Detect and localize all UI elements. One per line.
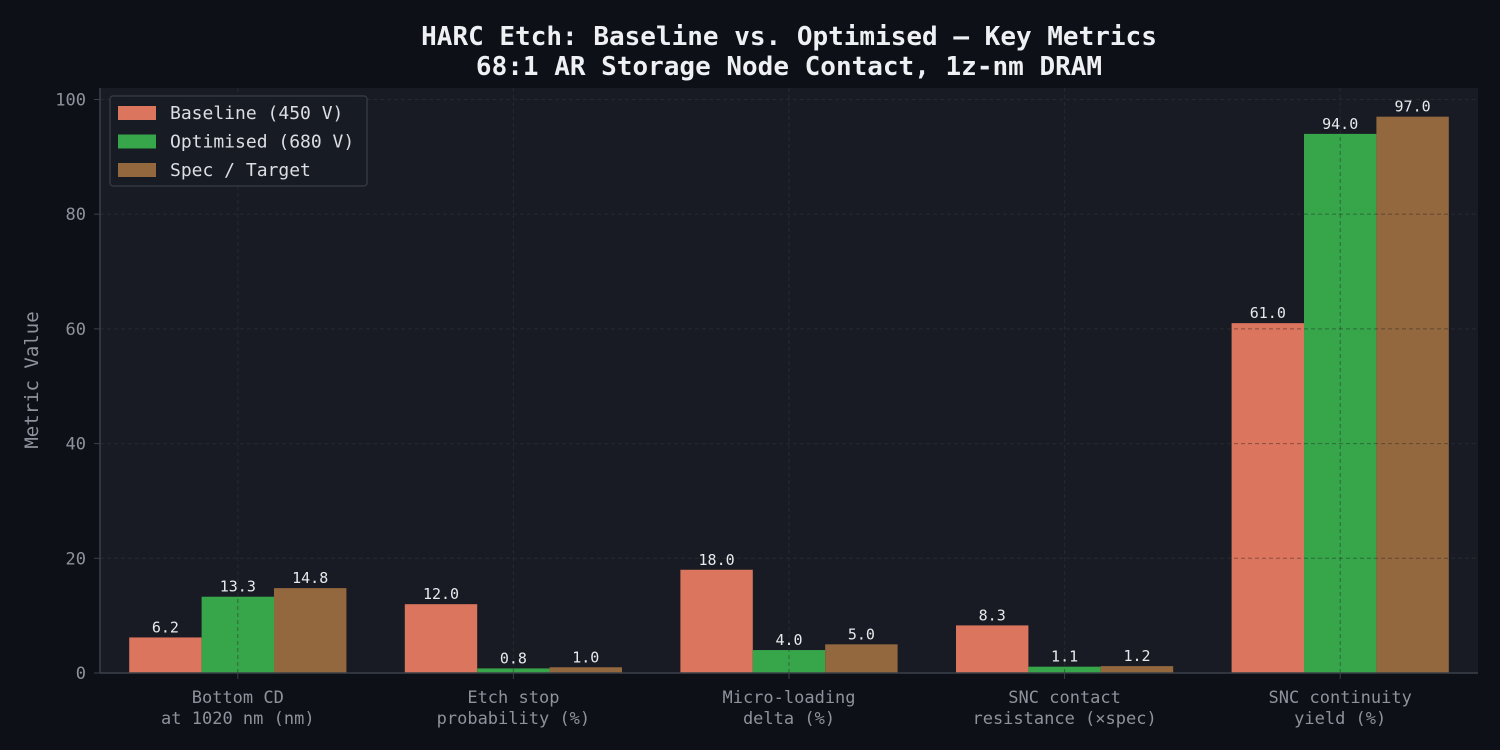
bar-0-4 (1231, 323, 1304, 673)
legend-label: Spec / Target (170, 160, 311, 181)
chart-title: HARC Etch: Baseline vs. Optimised — Key … (421, 22, 1157, 52)
value-label: 18.0 (699, 551, 735, 569)
legend-swatch (118, 134, 156, 149)
x-tick-label: yield (%) (1294, 709, 1386, 729)
value-label: 4.0 (775, 631, 802, 649)
bar-0-3 (956, 625, 1029, 673)
bar-0-1 (404, 604, 478, 673)
x-tick-label: Etch stop (467, 688, 559, 708)
value-label: 97.0 (1395, 98, 1431, 116)
x-tick-label: SNC continuity (1269, 688, 1412, 708)
value-label: 1.1 (1051, 648, 1078, 666)
bar-1-4 (1304, 133, 1377, 674)
value-label: 6.2 (152, 618, 179, 636)
value-label: 61.0 (1250, 304, 1286, 322)
legend-label: Baseline (450 V) (170, 103, 343, 124)
value-label: 13.3 (220, 578, 256, 596)
y-tick-label: 40 (66, 435, 86, 455)
y-tick-label: 20 (66, 549, 86, 569)
value-label: 5.0 (848, 625, 875, 643)
x-tick-label: probability (%) (437, 709, 591, 729)
value-label: 12.0 (423, 585, 459, 603)
chart-subtitle: 68:1 AR Storage Node Contact, 1z-nm DRAM (476, 52, 1102, 82)
legend-box (109, 95, 368, 187)
value-label: 14.8 (292, 569, 328, 587)
legend-label: Optimised (680 V) (170, 132, 354, 153)
bar-1-3 (1028, 666, 1101, 673)
y-tick-label: 100 (55, 90, 86, 110)
y-tick-label: 80 (66, 205, 86, 225)
x-tick-label: at 1020 nm (nm) (161, 709, 315, 729)
bar-1-0 (201, 596, 274, 673)
bar-0-0 (129, 637, 202, 673)
x-tick-label: Bottom CD (192, 688, 284, 708)
bar-2-4 (1376, 116, 1449, 674)
value-label: 1.2 (1123, 647, 1150, 665)
x-tick-label: SNC contact (1008, 688, 1121, 708)
value-label: 1.0 (572, 648, 599, 666)
bar-2-2 (825, 644, 898, 673)
legend-swatch (118, 163, 156, 177)
value-label: 8.3 (979, 606, 1006, 624)
y-axis-label: Metric Value (21, 311, 43, 448)
x-tick-label: Micro-loading (722, 688, 855, 708)
value-label: 0.8 (500, 649, 527, 667)
value-label: 94.0 (1322, 115, 1358, 133)
x-tick-label: resistance (×spec) (972, 709, 1156, 729)
legend: Baseline (450 V) Optimised (680 V) Spec / … (109, 95, 368, 187)
bar-1-1 (477, 668, 550, 673)
bar-0-2 (680, 569, 753, 673)
x-tick-label: delta (%) (743, 709, 835, 729)
y-tick-label: 60 (66, 320, 86, 340)
bar-2-3 (1100, 666, 1174, 673)
bar-2-0 (274, 588, 347, 673)
bar-2-1 (549, 667, 622, 673)
y-tick-label: 0 (76, 664, 86, 684)
bar-1-2 (752, 650, 826, 673)
legend-swatch (118, 106, 156, 120)
